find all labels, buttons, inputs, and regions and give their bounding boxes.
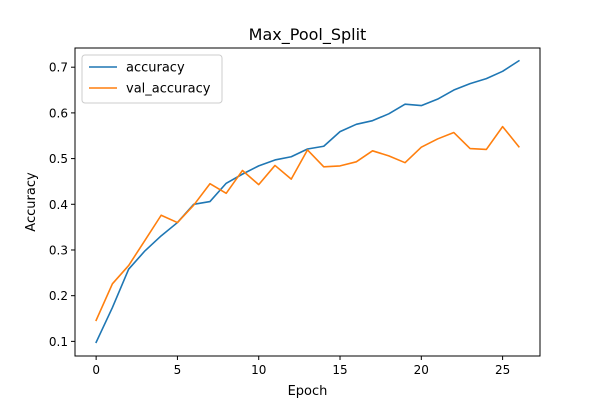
- legend-label-val-accuracy: val_accuracy: [126, 82, 211, 97]
- axis-ticks: 0 5 10 15 20 25 0.1 0.2 0.3 0.4 0.5 0.6 0.7: [49, 61, 510, 377]
- y-tick-label: 0.4: [49, 198, 68, 212]
- series-lines: [95, 59, 520, 344]
- chart-title: Max_Pool_Split: [249, 25, 367, 45]
- y-axis-label: Accuracy: [24, 172, 39, 232]
- legend: accuracy val_accuracy: [81, 54, 223, 104]
- x-tick-label: 0: [92, 363, 100, 377]
- y-tick-label: 0.1: [49, 335, 68, 349]
- x-tick-label: 10: [251, 363, 266, 377]
- series-line-val-accuracy: [95, 125, 520, 322]
- y-tick-label: 0.5: [49, 152, 68, 166]
- x-tick-label: 20: [414, 363, 429, 377]
- x-tick-label: 15: [332, 363, 347, 377]
- y-tick-label: 0.7: [49, 61, 68, 75]
- x-tick-label: 5: [174, 363, 182, 377]
- y-tick-label: 0.3: [49, 243, 68, 257]
- legend-label-accuracy: accuracy: [126, 61, 185, 76]
- y-tick-label: 0.2: [49, 289, 68, 303]
- x-axis-label: Epoch: [288, 384, 328, 399]
- x-tick-label: 25: [495, 363, 510, 377]
- y-tick-label: 0.6: [49, 106, 68, 120]
- series-line-accuracy: [95, 59, 520, 344]
